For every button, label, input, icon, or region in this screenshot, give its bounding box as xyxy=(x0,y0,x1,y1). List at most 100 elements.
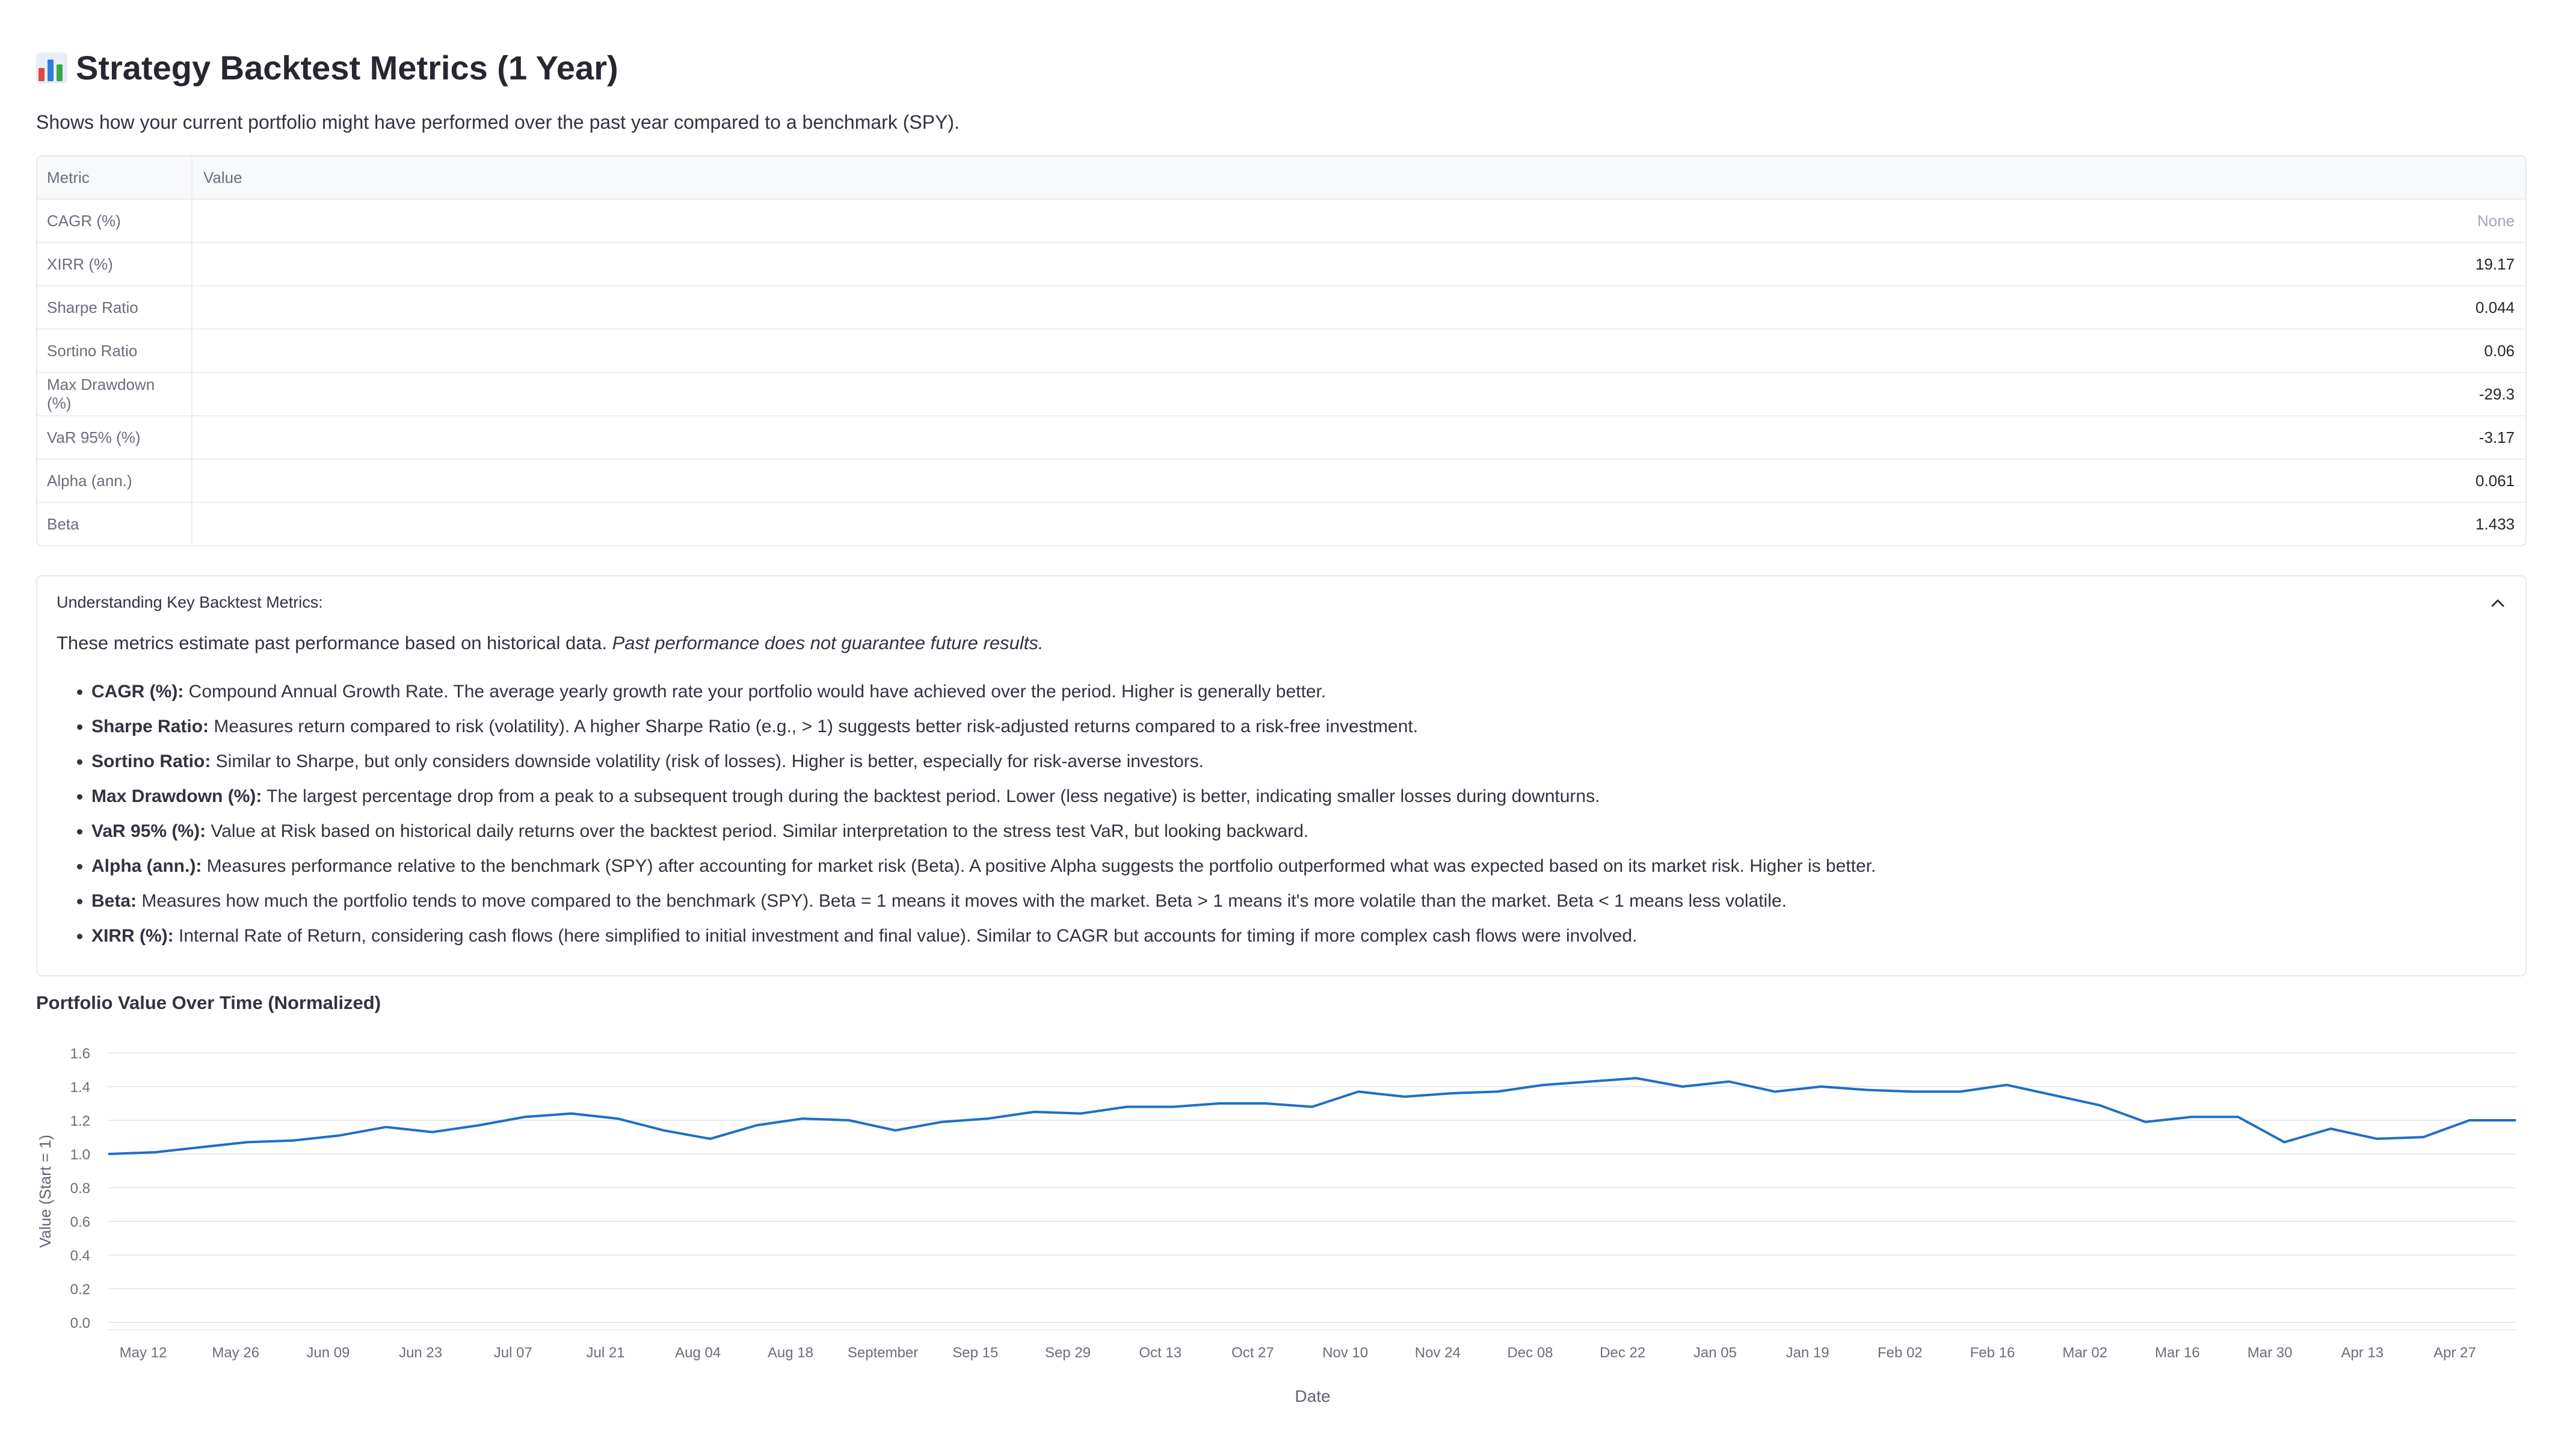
x-tick-label: Apr 27 xyxy=(2433,1345,2476,1361)
definition-term: Sharpe Ratio: xyxy=(91,717,209,736)
x-tick-label: Jun 23 xyxy=(399,1345,442,1361)
page-title-text: Strategy Backtest Metrics (1 Year) xyxy=(76,49,618,87)
definition-item: Beta: Measures how much the portfolio te… xyxy=(91,884,2506,919)
definition-term: Beta: xyxy=(91,891,137,911)
definition-item: Alpha (ann.): Measures performance relat… xyxy=(91,849,2506,884)
x-tick-label: Mar 30 xyxy=(2248,1345,2293,1361)
column-header-value[interactable]: Value xyxy=(203,168,242,187)
column-header-metric[interactable]: Metric xyxy=(37,156,193,199)
y-tick-label: 0.0 xyxy=(70,1315,90,1331)
x-tick-label: September xyxy=(848,1345,918,1361)
definition-item: Sortino Ratio: Similar to Sharpe, but on… xyxy=(91,744,2506,779)
metric-value-cell[interactable]: -3.17 xyxy=(2479,428,2515,446)
metric-name-cell[interactable]: Sortino Ratio xyxy=(37,330,193,372)
y-tick-label: 0.4 xyxy=(70,1248,90,1264)
definition-item: VaR 95% (%): Value at Risk based on hist… xyxy=(91,814,2506,849)
intro-text: These metrics estimate past performance … xyxy=(57,632,607,653)
metrics-table[interactable]: Metric Value CAGR (%) None XIRR (%) 19.17 Sh… xyxy=(36,155,2527,546)
definition-term: Sortino Ratio: xyxy=(91,751,211,771)
bar-chart-icon xyxy=(36,52,67,84)
definition-term: CAGR (%): xyxy=(91,682,184,702)
definition-text: Value at Risk based on historical daily … xyxy=(211,821,1309,841)
definition-text: The largest percentage drop from a peak … xyxy=(267,786,1600,806)
x-tick-label: May 26 xyxy=(212,1345,259,1361)
x-tick-label: Jan 05 xyxy=(1693,1345,1737,1361)
intro-disclaimer: Past performance does not guarantee futu… xyxy=(612,632,1044,653)
metric-value-cell[interactable]: 0.061 xyxy=(2475,471,2515,490)
x-axis-ticks: May 12 May 26 Jun 09 Jun 23 Jul 07 Jul 21 Aug … xyxy=(120,1345,2476,1361)
definition-text: Compound Annual Growth Rate. The average… xyxy=(188,682,1327,702)
chart-title: Portfolio Value Over Time (Normalized) xyxy=(36,992,381,1013)
x-tick-label: Dec 22 xyxy=(1600,1345,1645,1361)
x-tick-label: Feb 02 xyxy=(1878,1345,1923,1361)
y-tick-label: 0.6 xyxy=(70,1214,90,1230)
expander-label: Understanding Key Backtest Metrics: xyxy=(57,593,323,611)
metric-value-cell[interactable]: 1.433 xyxy=(2475,514,2515,533)
main-content: Strategy Backtest Metrics (1 Year) Shows… xyxy=(36,48,2527,1014)
metric-name-cell[interactable]: Alpha (ann.) xyxy=(37,460,193,502)
metric-value-cell[interactable]: 19.17 xyxy=(2475,254,2515,273)
x-tick-label: Nov 10 xyxy=(1322,1345,1368,1361)
x-tick-label: Feb 16 xyxy=(1970,1345,2015,1361)
x-tick-label: Aug 04 xyxy=(675,1345,721,1361)
metric-value-cell[interactable]: 0.06 xyxy=(2484,341,2515,360)
x-tick-label: Apr 13 xyxy=(2341,1345,2383,1361)
expander-intro: These metrics estimate past performance … xyxy=(57,632,2506,654)
page-title: Strategy Backtest Metrics (1 Year) xyxy=(36,48,2527,87)
definition-term: Max Drawdown (%): xyxy=(91,786,262,806)
metrics-explainer-expander: Understanding Key Backtest Metrics: Thes… xyxy=(36,575,2527,976)
y-tick-label: 1.6 xyxy=(70,1046,90,1062)
y-tick-label: 0.8 xyxy=(70,1180,90,1197)
definition-term: Alpha (ann.): xyxy=(91,856,202,876)
x-tick-label: Sep 15 xyxy=(952,1345,998,1361)
x-tick-label: Jul 07 xyxy=(494,1345,532,1361)
table-row: XIRR (%) 19.17 xyxy=(37,242,2525,285)
definition-item: Max Drawdown (%): The largest percentage… xyxy=(91,779,2506,814)
definition-term: VaR 95% (%): xyxy=(91,821,206,841)
definition-term: XIRR (%): xyxy=(91,926,174,946)
table-row: Max Drawdown (%) -29.3 xyxy=(37,372,2525,415)
y-tick-label: 1.2 xyxy=(70,1113,90,1129)
table-row: CAGR (%) None xyxy=(37,199,2525,242)
definition-text: Measures performance relative to the ben… xyxy=(206,856,1876,876)
x-tick-label: Dec 08 xyxy=(1507,1345,1553,1361)
x-tick-label: Jun 09 xyxy=(306,1345,350,1361)
y-tick-label: 1.0 xyxy=(70,1147,90,1163)
metric-value-cell[interactable]: None xyxy=(2477,211,2515,230)
metric-name-cell[interactable]: Max Drawdown (%) xyxy=(37,373,193,415)
x-tick-label: Oct 27 xyxy=(1231,1345,1274,1361)
y-axis-ticks: 0.0 0.2 0.4 0.6 0.8 1.0 1.2 1.4 1.6 xyxy=(70,1046,90,1331)
table-row: Beta 1.433 xyxy=(37,502,2525,545)
definition-text: Measures how much the portfolio tends to… xyxy=(141,891,1787,911)
x-tick-label: Oct 13 xyxy=(1139,1345,1182,1361)
x-tick-label: Aug 18 xyxy=(768,1345,813,1361)
x-tick-label: Nov 24 xyxy=(1415,1345,1461,1361)
expander-header[interactable]: Understanding Key Backtest Metrics: xyxy=(57,593,2506,612)
metric-value-cell[interactable]: 0.044 xyxy=(2475,298,2515,316)
x-tick-label: Mar 02 xyxy=(2062,1345,2107,1361)
definition-item: CAGR (%): Compound Annual Growth Rate. T… xyxy=(91,674,2506,709)
metric-name-cell[interactable]: Sharpe Ratio xyxy=(37,286,193,329)
metric-name-cell[interactable]: XIRR (%) xyxy=(37,243,193,285)
definition-item: XIRR (%): Internal Rate of Return, consi… xyxy=(91,919,2506,954)
metric-value-cell[interactable]: -29.3 xyxy=(2479,384,2515,403)
metric-name-cell[interactable]: Beta xyxy=(37,503,193,545)
x-axis-label: Date xyxy=(1295,1387,1330,1405)
definition-text: Internal Rate of Return, considering cas… xyxy=(179,926,1638,946)
metric-name-cell[interactable]: VaR 95% (%) xyxy=(37,416,193,458)
chevron-up-icon[interactable] xyxy=(2489,594,2506,611)
x-tick-label: Jan 19 xyxy=(1786,1345,1829,1361)
table-row: VaR 95% (%) -3.17 xyxy=(37,415,2525,458)
chart-gridlines xyxy=(108,1052,2516,1330)
table-row: Alpha (ann.) 0.061 xyxy=(37,458,2525,502)
x-tick-label: Sep 29 xyxy=(1045,1345,1091,1361)
table-row: Sharpe Ratio 0.044 xyxy=(37,285,2525,329)
table-row: Sortino Ratio 0.06 xyxy=(37,329,2525,372)
portfolio-value-chart[interactable]: 0.0 0.2 0.4 0.6 0.8 1.0 1.2 1.4 1.6 May 12 May 26… xyxy=(0,993,2576,1426)
y-tick-label: 0.2 xyxy=(70,1282,90,1298)
definition-text: Similar to Sharpe, but only considers do… xyxy=(215,751,1204,771)
x-tick-label: Mar 16 xyxy=(2155,1345,2200,1361)
page-subtitle: Shows how your current portfolio might h… xyxy=(36,111,960,133)
metric-name-cell[interactable]: CAGR (%) xyxy=(37,200,193,242)
y-axis-label: Value (Start = 1) xyxy=(36,1135,54,1248)
